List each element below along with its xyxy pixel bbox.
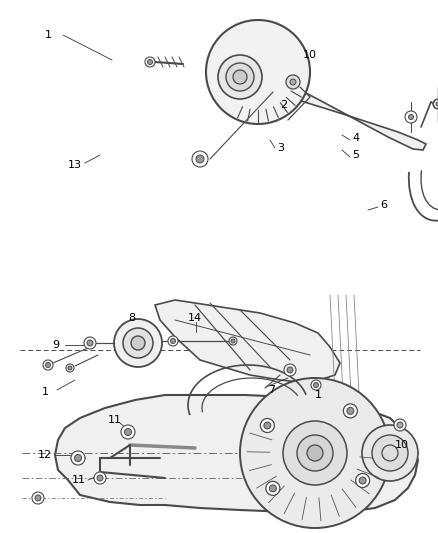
Circle shape: [229, 337, 237, 345]
Circle shape: [314, 383, 318, 387]
Text: 13: 13: [68, 160, 82, 170]
Circle shape: [290, 79, 296, 85]
Circle shape: [68, 366, 72, 370]
Circle shape: [46, 362, 50, 367]
Circle shape: [359, 477, 366, 484]
Circle shape: [145, 57, 155, 67]
Circle shape: [84, 337, 96, 349]
Polygon shape: [433, 100, 438, 108]
Circle shape: [43, 360, 53, 370]
Circle shape: [218, 55, 262, 99]
Circle shape: [114, 319, 162, 367]
Circle shape: [311, 380, 321, 390]
Circle shape: [394, 419, 406, 431]
Circle shape: [123, 328, 153, 358]
Circle shape: [192, 151, 208, 167]
Circle shape: [32, 492, 44, 504]
Circle shape: [231, 339, 235, 343]
Circle shape: [372, 435, 408, 471]
Circle shape: [170, 338, 176, 343]
Circle shape: [240, 378, 390, 528]
Text: 10: 10: [395, 440, 409, 450]
Text: 8: 8: [128, 313, 135, 323]
Circle shape: [121, 425, 135, 439]
Circle shape: [436, 102, 438, 106]
Circle shape: [409, 115, 413, 119]
Circle shape: [433, 99, 438, 109]
Text: 14: 14: [188, 313, 202, 323]
Circle shape: [405, 111, 417, 123]
Text: 5: 5: [352, 150, 359, 160]
Circle shape: [71, 451, 85, 465]
Circle shape: [131, 336, 145, 350]
Circle shape: [66, 364, 74, 372]
Circle shape: [284, 364, 296, 376]
Text: 6: 6: [380, 200, 387, 210]
Circle shape: [148, 60, 152, 64]
Circle shape: [124, 429, 131, 435]
Text: 11: 11: [108, 415, 122, 425]
Circle shape: [233, 70, 247, 84]
Circle shape: [347, 407, 354, 414]
Circle shape: [297, 435, 333, 471]
Circle shape: [196, 155, 204, 163]
Circle shape: [206, 20, 310, 124]
Text: 1: 1: [45, 30, 52, 40]
Text: 3: 3: [277, 143, 284, 153]
Circle shape: [286, 75, 300, 89]
Text: 1: 1: [315, 390, 322, 400]
Text: 11: 11: [72, 475, 86, 485]
Circle shape: [168, 336, 178, 346]
Circle shape: [266, 481, 280, 495]
Circle shape: [287, 367, 293, 373]
Circle shape: [97, 475, 103, 481]
Circle shape: [343, 404, 357, 418]
Circle shape: [356, 473, 370, 488]
Circle shape: [35, 495, 41, 501]
Circle shape: [397, 422, 403, 428]
Circle shape: [260, 418, 274, 432]
Text: 9: 9: [52, 340, 59, 350]
Circle shape: [269, 485, 276, 492]
Circle shape: [94, 472, 106, 484]
Text: 7: 7: [268, 385, 275, 395]
Circle shape: [307, 445, 323, 461]
Polygon shape: [71, 452, 85, 464]
Text: 1: 1: [42, 387, 49, 397]
Polygon shape: [55, 395, 418, 512]
Text: 2: 2: [280, 100, 287, 110]
Circle shape: [87, 340, 93, 346]
Circle shape: [283, 421, 347, 485]
Polygon shape: [155, 300, 340, 383]
Circle shape: [74, 455, 81, 462]
Circle shape: [226, 63, 254, 91]
Text: 10: 10: [303, 50, 317, 60]
Text: 12: 12: [38, 450, 52, 460]
Polygon shape: [276, 87, 426, 150]
Circle shape: [264, 422, 271, 429]
Circle shape: [362, 425, 418, 481]
Text: 4: 4: [352, 133, 359, 143]
